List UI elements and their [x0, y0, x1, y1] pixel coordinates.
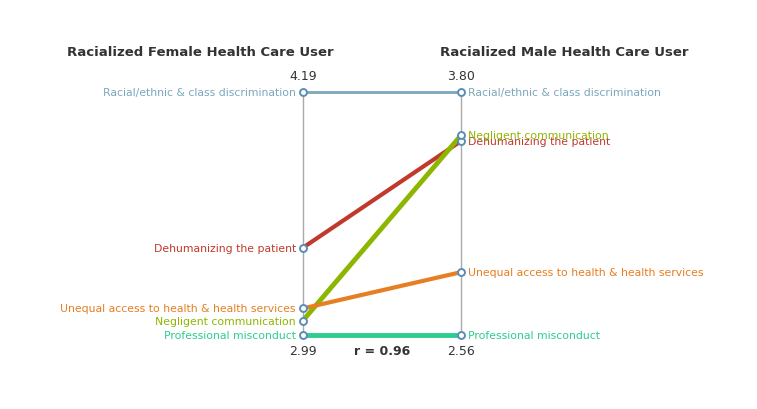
Text: Racial/ethnic & class discrimination: Racial/ethnic & class discrimination: [103, 88, 296, 98]
Text: 4.19: 4.19: [289, 70, 316, 83]
Text: 2.56: 2.56: [447, 345, 475, 357]
Text: Dehumanizing the patient: Dehumanizing the patient: [154, 243, 296, 253]
Text: 3.80: 3.80: [447, 70, 475, 83]
Text: Racialized Male Health Care User: Racialized Male Health Care User: [440, 46, 688, 59]
Text: Professional misconduct: Professional misconduct: [164, 330, 296, 340]
Text: Unequal access to health & health services: Unequal access to health & health servic…: [469, 267, 704, 277]
Text: Professional misconduct: Professional misconduct: [469, 330, 600, 340]
Text: Unequal access to health & health services: Unequal access to health & health servic…: [61, 304, 296, 314]
Text: Negligent communication: Negligent communication: [469, 131, 609, 141]
Text: Racial/ethnic & class discrimination: Racial/ethnic & class discrimination: [469, 88, 661, 98]
Text: 2.99: 2.99: [289, 345, 316, 357]
Text: Negligent communication: Negligent communication: [155, 316, 296, 326]
Text: Dehumanizing the patient: Dehumanizing the patient: [469, 137, 611, 146]
Text: r = 0.96: r = 0.96: [354, 345, 410, 357]
Text: Racialized Female Health Care User: Racialized Female Health Care User: [67, 46, 334, 59]
